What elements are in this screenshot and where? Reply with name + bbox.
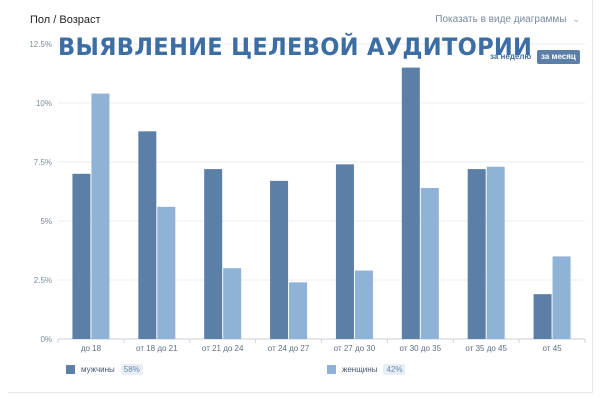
legend-item-men[interactable]: мужчины 58%	[66, 363, 143, 375]
banner-title: ВЫЯВЛЕНИЕ ЦЕЛЕВОЙ АУДИТОРИИ	[58, 33, 533, 61]
legend-share-women: 42%	[383, 363, 406, 375]
view-toggle-link[interactable]: Показать в виде диаграммы ⌄	[435, 14, 580, 25]
period-month-button[interactable]: за месяц	[537, 50, 580, 64]
bar-men	[72, 173, 91, 339]
legend-label-men: мужчины	[81, 364, 115, 374]
legend-item-women[interactable]: женщины 42%	[327, 363, 406, 375]
x-tick-label: от 35 до 45	[465, 344, 507, 353]
period-week-button[interactable]: за неделю	[490, 52, 532, 61]
legend-label-women: женщины	[342, 364, 378, 374]
x-tick-label: от 21 до 24	[202, 344, 244, 353]
x-tick-label: от 24 до 27	[268, 344, 310, 353]
bar-women	[91, 93, 110, 339]
y-tick-label: 0%	[40, 335, 52, 344]
y-tick-label: 7.5%	[34, 158, 52, 167]
x-tick-label: до 18	[81, 344, 102, 353]
bar-women	[223, 268, 242, 339]
bar-men	[138, 131, 157, 339]
bar-women	[289, 282, 308, 339]
bar-women	[157, 206, 176, 339]
bar-men	[204, 169, 223, 339]
legend-swatch-women	[327, 364, 336, 374]
x-tick-label: от 27 до 30	[334, 344, 376, 353]
x-tick-label: от 18 до 21	[136, 344, 178, 353]
bar-men	[533, 294, 552, 339]
chevron-down-icon: ⌄	[572, 14, 580, 24]
bar-men	[270, 180, 289, 339]
legend-swatch-men	[66, 364, 75, 374]
view-toggle-label: Показать в виде диаграммы	[435, 14, 567, 25]
y-tick-label: 12.5%	[29, 40, 52, 49]
y-tick-label: 5%	[40, 217, 52, 226]
x-tick-label: от 45	[543, 344, 563, 353]
bar-women	[486, 166, 505, 339]
bar-women	[552, 256, 571, 339]
bar-women	[420, 187, 439, 339]
y-tick-label: 10%	[36, 99, 52, 108]
bar-men	[335, 164, 354, 339]
y-tick-label: 2.5%	[34, 276, 52, 285]
x-tick-label: от 30 до 35	[400, 344, 442, 353]
bar-men	[401, 67, 420, 339]
gender-age-title: Пол / Возраст	[30, 14, 101, 26]
legend-share-men: 58%	[120, 363, 143, 375]
bar-men	[467, 169, 486, 339]
bar-women	[354, 270, 373, 339]
